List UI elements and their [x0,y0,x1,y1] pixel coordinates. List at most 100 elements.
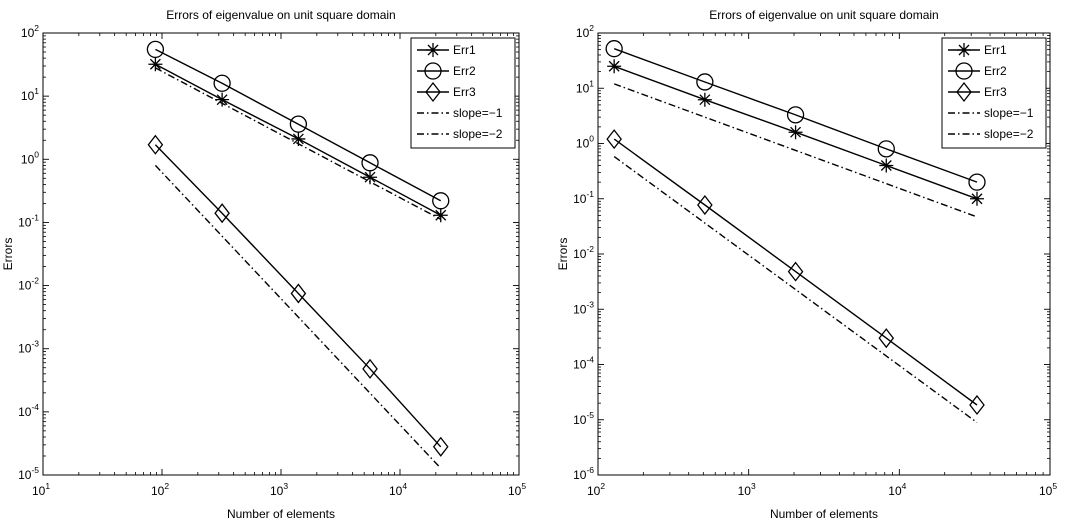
x-tick-base: 10 [508,484,522,498]
legend-label: slope=−2 [984,127,1034,141]
y-tick-exponent: 1 [589,78,594,88]
y-tick-base: 10 [21,152,35,166]
legend-star-marker [426,43,440,57]
data-point-star-marker [607,59,622,74]
y-tick-exponent: -3 [31,339,39,349]
series-line [613,138,978,406]
y-tick-base: 10 [21,26,35,40]
data-point-circle-marker [146,40,165,59]
x-tick-label: 101 [32,481,50,498]
x-tick-base: 10 [587,484,601,498]
y-tick-base: 10 [18,342,32,356]
x-tick-exponent: 1 [45,481,50,491]
data-point-diamond-marker [606,129,622,150]
y-tick-label: 101 [21,86,39,103]
x-tick-label: 103 [270,481,288,498]
series-1 [148,57,448,223]
y-tick-label: 10-2 [573,244,594,261]
x-tick-label: 103 [738,481,756,498]
y-tick-label: 10-1 [573,189,594,206]
y-tick-base: 10 [573,192,587,206]
data-point-star-marker [148,57,163,72]
y-tick-label: 10-3 [18,339,39,356]
x-axis-label: Number of elements [770,507,878,521]
y-tick-exponent: -4 [586,355,594,365]
y-tick-label: 10-5 [573,410,594,427]
legend: Err1 Err2 Err3 slope=−1 slope=−2 [410,37,516,149]
y-tick-label: 102 [21,23,39,40]
y-tick-base: 10 [18,468,32,482]
series-1 [607,59,984,206]
legend: Err1 Err2 Err3 slope=−1 slope=−2 [941,37,1047,149]
y-tick-exponent: -5 [31,465,39,475]
x-tick-base: 10 [151,484,165,498]
legend-item: Err3 [417,81,476,103]
y-axis-label: Errors [1,238,15,271]
y-tick-label: 10-3 [573,299,594,316]
y-tick-base: 10 [21,89,35,103]
y-tick-label: 102 [576,23,594,40]
y-tick-label: 10-4 [18,402,39,419]
y-tick-base: 10 [576,81,590,95]
y-tick-label: 10-4 [573,355,594,372]
y-tick-exponent: -2 [586,244,594,254]
x-tick-label: 104 [389,481,407,498]
data-point-circle-marker [968,173,986,191]
data-point-circle-marker [696,73,714,91]
x-tick-exponent: 5 [1052,481,1057,491]
data-point-star-marker [433,208,448,223]
legend-item: slope=−1 [417,106,503,120]
x-tick-label: 105 [1039,481,1057,498]
y-tick-label: 10-1 [18,212,39,229]
data-point-circle-marker [289,115,308,133]
data-point-circle-marker [213,74,231,92]
y-tick-exponent: 2 [34,23,39,33]
x-axis-label: Number of elements [227,507,335,521]
x-tick-exponent: 3 [751,481,756,491]
legend-item: Err2 [948,62,1007,80]
series-line [155,48,442,202]
series-2 [605,40,986,191]
y-tick-label: 100 [21,149,39,166]
x-tick-exponent: 4 [402,481,407,491]
x-tick-base: 10 [270,484,284,498]
data-point-star-marker [879,158,894,173]
data-point-star-marker [969,191,984,206]
legend-box [941,37,1047,149]
legend-item: Err1 [948,43,1007,57]
x-tick-exponent: 2 [164,481,169,491]
legend-label: Err3 [984,85,1007,99]
legend-diamond-marker [956,81,972,103]
legend-item: slope=−2 [948,127,1034,141]
y-tick-label: 10-6 [573,465,594,482]
series-line [154,164,442,469]
data-point-diamond-marker [697,194,713,216]
data-point-circle-marker [877,140,895,158]
data-point-star-marker [291,131,306,146]
data-point-circle-marker [432,192,450,210]
y-tick-exponent: -5 [586,410,594,420]
data-point-circle-marker [361,154,379,172]
data-point-diamond-marker [290,283,307,304]
chart-panel-left: Errors of eigenvalue on unit square doma… [1,8,526,521]
data-point-diamond-marker [969,394,985,416]
y-tick-base: 10 [573,468,587,482]
legend-label: slope=−1 [984,106,1034,120]
y-tick-label: 101 [576,78,594,95]
chart-title: Errors of eigenvalue on unit square doma… [709,8,938,22]
series-3 [606,129,985,416]
y-tick-exponent: -3 [586,299,594,309]
series-line [155,67,442,220]
legend-star-marker [957,43,971,57]
data-point-star-marker [697,92,712,107]
y-tick-exponent: 0 [589,134,594,144]
legend-label: slope=−2 [453,127,503,141]
series-3 [147,134,449,457]
x-tick-exponent: 5 [521,481,526,491]
x-tick-base: 10 [32,484,46,498]
data-point-circle-marker [786,106,805,124]
data-point-diamond-marker [787,261,804,282]
legend-label: Err2 [453,64,476,78]
y-tick-base: 10 [573,302,587,316]
y-tick-exponent: -6 [586,465,594,475]
